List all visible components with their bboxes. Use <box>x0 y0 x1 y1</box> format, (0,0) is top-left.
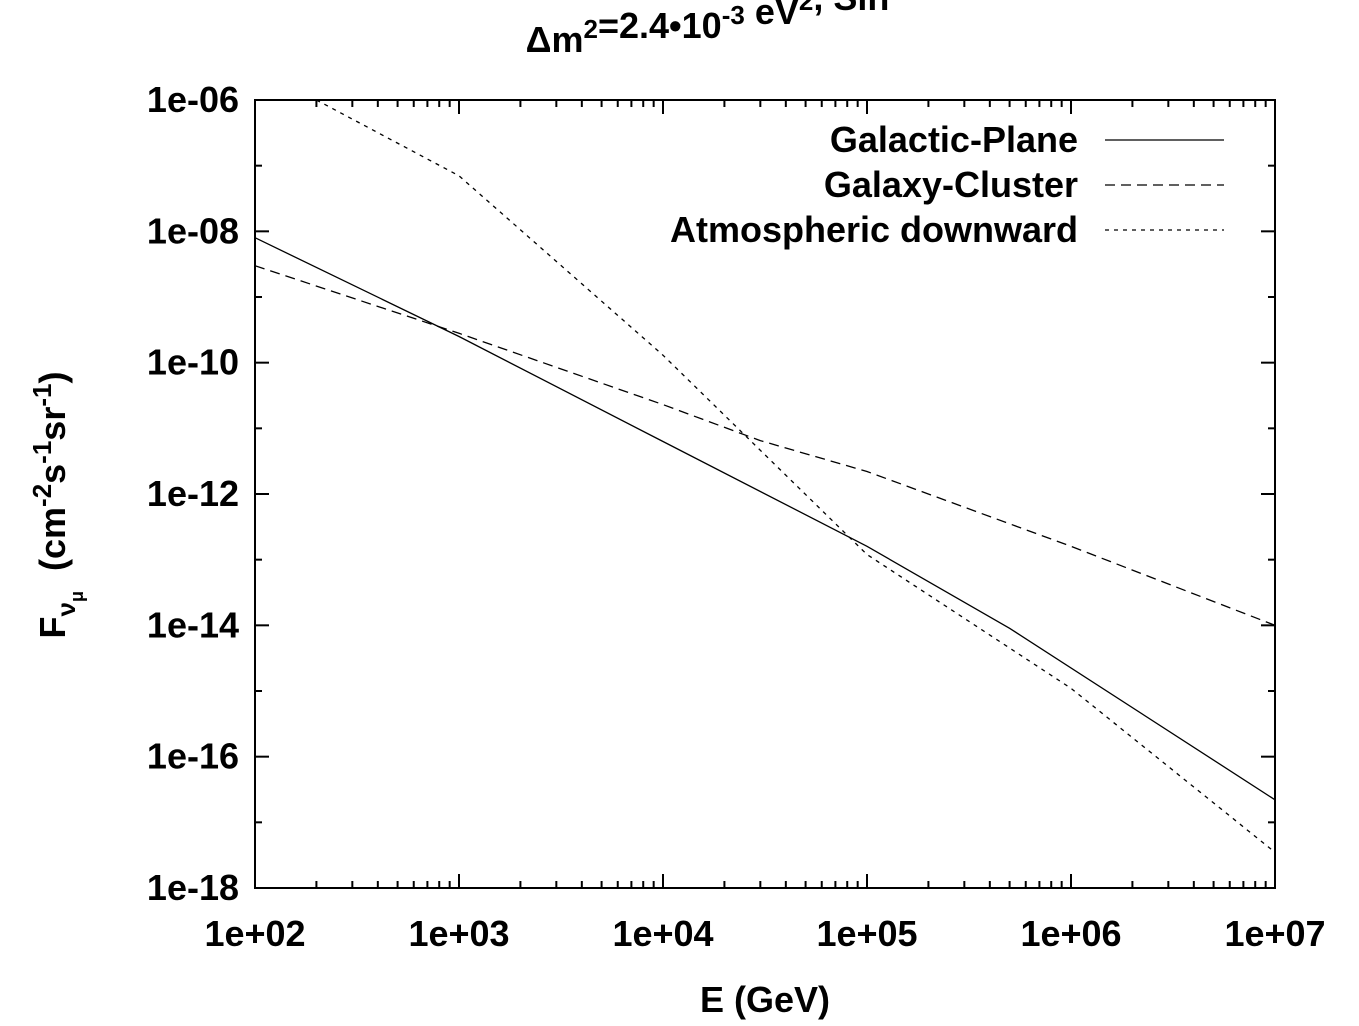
legend-label: Galactic-Plane <box>830 119 1078 160</box>
title-sup: 2 <box>889 0 903 2</box>
title-part: 2θ=1 <box>904 0 995 4</box>
legend: Galactic-PlaneGalaxy-ClusterAtmospheric … <box>670 119 1224 250</box>
ylabel-units: s <box>32 464 73 484</box>
title-part: , Sin <box>813 0 889 18</box>
ylabel-sup: -2 <box>27 484 57 507</box>
series-line-1 <box>255 237 1275 801</box>
y-tick-label: 1e-14 <box>147 604 239 645</box>
series-lines <box>255 100 1275 853</box>
title-sup: -3 <box>722 0 745 30</box>
x-tick-label: 1e+05 <box>816 913 917 954</box>
y-tick-label: 1e-10 <box>147 342 239 383</box>
ylabel-subsub: μ <box>67 591 87 602</box>
x-tick-labels: 1e+02 1e+03 1e+04 1e+05 1e+06 1e+07 <box>204 913 1325 954</box>
ylabel-units: sr <box>32 407 73 441</box>
y-tick-labels: 1e-18 1e-16 1e-14 1e-12 1e-10 1e-08 1e-06 <box>147 79 239 908</box>
chart-title: Δm2=2.4•10-3 eV2, Sin2 2θ=1 <box>526 0 995 60</box>
ylabel-sup: -1 <box>27 441 57 464</box>
ylabel-sup: -1 <box>27 384 57 407</box>
x-tick-label: 1e+03 <box>408 913 509 954</box>
ylabel-main: F <box>32 616 73 638</box>
y-tick-label: 1e-12 <box>147 473 239 514</box>
x-tick-label: 1e+02 <box>204 913 305 954</box>
y-tick-label: 1e-16 <box>147 736 239 777</box>
y-tick-label: 1e-18 <box>147 867 239 908</box>
tick-marks <box>254 99 1276 889</box>
x-axis-label: E (GeV) <box>700 979 830 1020</box>
ylabel-sub: ν <box>51 602 81 616</box>
title-part: =2.4•10 <box>598 5 722 46</box>
x-tick-label: 1e+07 <box>1224 913 1325 954</box>
ylabel-units: (cm <box>32 507 73 591</box>
y-tick-label: 1e-08 <box>147 210 239 251</box>
y-tick-label: 1e-06 <box>147 79 239 120</box>
title-part: eV <box>745 0 799 32</box>
legend-label: Atmospheric downward <box>670 209 1078 250</box>
legend-label: Galaxy-Cluster <box>824 164 1078 205</box>
x-tick-label: 1e+06 <box>1020 913 1121 954</box>
series-line-2 <box>255 265 1275 626</box>
y-axis-label: Fνμ (cm-2s-1sr-1) <box>27 372 87 639</box>
title-sup: 2 <box>799 0 813 16</box>
title-part: Δm <box>526 19 584 60</box>
title-sup: 2 <box>584 14 598 44</box>
x-tick-label: 1e+04 <box>612 913 713 954</box>
ylabel-units: ) <box>32 372 73 384</box>
